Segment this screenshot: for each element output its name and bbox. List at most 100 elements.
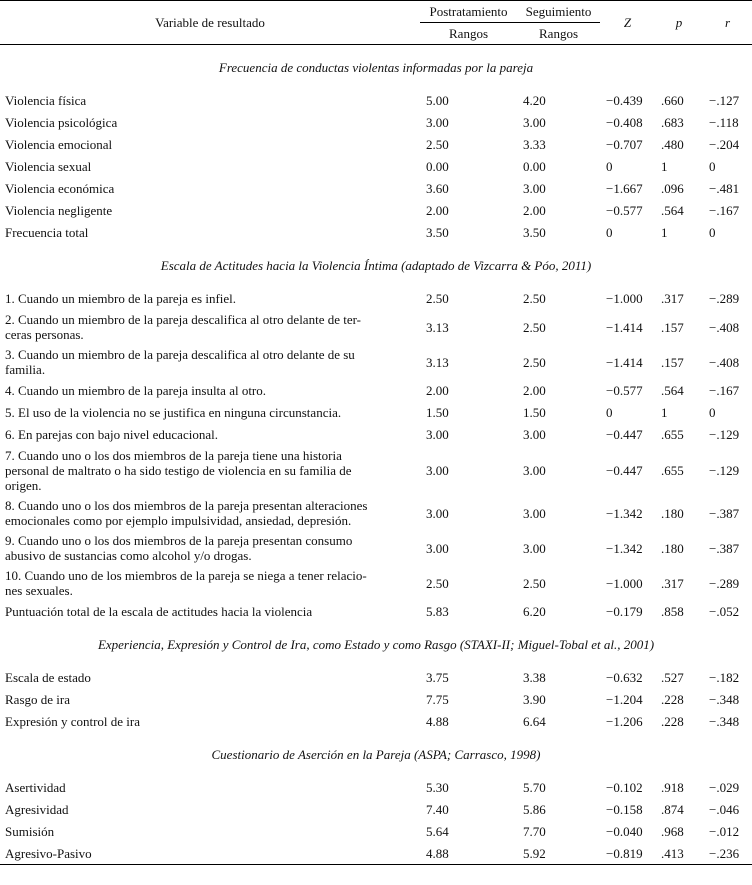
value-cell: 5.00 bbox=[426, 93, 449, 108]
value-cell: 3.13 bbox=[426, 319, 449, 335]
row-label: Violencia sexual bbox=[0, 155, 420, 177]
label-line: abusivo de sustancias como alcohol y/o d… bbox=[5, 548, 252, 563]
label-line: 7. Cuando uno o los dos miembros de la p… bbox=[5, 448, 342, 463]
label-line: 10. Cuando uno de los miembros de la par… bbox=[5, 568, 367, 583]
value-cell: 2.00 bbox=[523, 383, 546, 398]
value-cell: .228 bbox=[661, 692, 684, 707]
value-cell: −.167 bbox=[709, 203, 740, 218]
section-row: Escala de Actitudes hacia la Violencia Í… bbox=[0, 243, 752, 287]
row-label: Sumisión bbox=[0, 820, 420, 842]
row-label: 10. Cuando uno de los miembros de la par… bbox=[0, 565, 420, 600]
value-cell: −0.577 bbox=[606, 383, 643, 398]
value-cell: 6.20 bbox=[523, 604, 546, 619]
value-cell: −.481 bbox=[709, 181, 740, 196]
value-cell: .157 bbox=[661, 319, 684, 335]
value-cell: −0.819 bbox=[600, 842, 655, 865]
label-line: familia. bbox=[5, 362, 46, 377]
label-line: 5. El uso de la violencia no se justific… bbox=[5, 405, 342, 420]
value-cell: −0.707 bbox=[606, 137, 643, 152]
value-cell: 1.50 bbox=[426, 405, 449, 420]
value-cell: 2.50 bbox=[523, 354, 546, 370]
section-title: Cuestionario de Aserción en la Pareja (A… bbox=[211, 747, 541, 762]
value-cell: 0.00 bbox=[426, 159, 449, 174]
section-title: Escala de Actitudes hacia la Violencia Í… bbox=[160, 258, 592, 273]
value-cell: −.348 bbox=[709, 692, 740, 707]
value-cell: .655 bbox=[661, 427, 684, 442]
value-cell: −.387 bbox=[709, 540, 740, 556]
data-row: 7. Cuando uno o los dos miembros de la p… bbox=[0, 445, 752, 495]
value-cell: .527 bbox=[661, 670, 684, 685]
results-table: Variable de resultado Postratamiento Seg… bbox=[0, 0, 752, 865]
label-line: Frecuencia total bbox=[5, 225, 89, 240]
value-cell: −.236 bbox=[703, 842, 752, 865]
value-cell: 3.00 bbox=[523, 181, 546, 196]
value-cell: 0 bbox=[709, 225, 716, 240]
row-label: Escala de estado bbox=[0, 666, 420, 688]
value-cell: 3.00 bbox=[523, 463, 546, 478]
value-cell: .564 bbox=[661, 383, 684, 398]
label-line: ceras personas. bbox=[5, 327, 84, 342]
value-cell: −.118 bbox=[709, 115, 739, 130]
label-line: Sumisión bbox=[5, 824, 55, 839]
row-label: Violencia física bbox=[0, 89, 420, 111]
value-cell: −0.447 bbox=[606, 463, 643, 478]
data-row: Asertividad 5.30 5.70 −0.102 .918 −.029 bbox=[0, 776, 752, 798]
value-cell: .480 bbox=[661, 137, 684, 152]
value-cell: −0.408 bbox=[606, 115, 643, 130]
value-cell: −1.342 bbox=[606, 540, 643, 556]
data-row: 4. Cuando un miembro de la pareja insult… bbox=[0, 379, 752, 401]
value-cell: −1.414 bbox=[606, 354, 643, 370]
value-cell: −0.632 bbox=[606, 670, 643, 685]
value-cell: −.348 bbox=[709, 714, 740, 729]
value-cell: .858 bbox=[661, 604, 684, 619]
value-cell: 6.64 bbox=[523, 714, 546, 729]
value-cell: 3.60 bbox=[426, 181, 449, 196]
row-label: 1. Cuando un miembro de la pareja es inf… bbox=[0, 287, 420, 309]
value-cell: .968 bbox=[661, 824, 684, 839]
value-cell: −.046 bbox=[709, 802, 740, 817]
header-row: Variable de resultado Postratamiento Seg… bbox=[0, 0, 752, 45]
value-cell: 2.50 bbox=[523, 575, 546, 591]
value-cell: −.408 bbox=[709, 354, 740, 370]
value-cell: 7.40 bbox=[426, 802, 449, 817]
data-row: 1. Cuando un miembro de la pareja es inf… bbox=[0, 287, 752, 309]
value-cell: −1.206 bbox=[606, 714, 643, 729]
value-cell: −.182 bbox=[709, 670, 740, 685]
value-cell: 5.64 bbox=[426, 824, 449, 839]
value-cell: −.129 bbox=[709, 463, 740, 478]
row-label: 9. Cuando uno o los dos miembros de la p… bbox=[0, 530, 420, 565]
data-row: 3. Cuando un miembro de la pareja descal… bbox=[0, 344, 752, 379]
value-cell: −.129 bbox=[709, 427, 740, 442]
value-cell: 2.50 bbox=[426, 137, 449, 152]
label-line: 1. Cuando un miembro de la pareja es inf… bbox=[5, 291, 237, 306]
value-cell: .096 bbox=[661, 181, 684, 196]
value-cell: −1.000 bbox=[606, 291, 643, 306]
row-label: Expresión y control de ira bbox=[0, 710, 420, 732]
value-cell: 3.90 bbox=[523, 692, 546, 707]
header-cell: Rangos bbox=[517, 22, 600, 45]
data-row: Violencia negligente 2.00 2.00 −0.577 .564 −.… bbox=[0, 199, 752, 221]
label-line: 4. Cuando un miembro de la pareja insult… bbox=[5, 383, 267, 398]
value-cell: .660 bbox=[661, 93, 684, 108]
value-cell: −.012 bbox=[709, 824, 740, 839]
table-body: Frecuencia de conductas violentas inform… bbox=[0, 45, 752, 865]
label-line: Violencia económica bbox=[5, 181, 115, 196]
label-line: 3. Cuando un miembro de la pareja descal… bbox=[5, 347, 355, 362]
value-cell: −0.447 bbox=[606, 427, 643, 442]
value-cell: 1 bbox=[661, 225, 668, 240]
value-cell: 3.33 bbox=[523, 137, 546, 152]
value-cell: .317 bbox=[661, 575, 684, 591]
header-cell: r bbox=[703, 0, 752, 45]
value-cell: 7.70 bbox=[523, 824, 546, 839]
label-line: Puntuación total de la escala de actitud… bbox=[5, 604, 313, 619]
value-cell: .317 bbox=[661, 291, 684, 306]
value-cell: .157 bbox=[661, 354, 684, 370]
data-row: Frecuencia total 3.50 3.50 0 1 0 bbox=[0, 221, 752, 243]
value-cell: 2.50 bbox=[523, 319, 546, 335]
value-cell: −.204 bbox=[709, 137, 740, 152]
data-row: Violencia económica 3.60 3.00 −1.667 .096 −.4… bbox=[0, 177, 752, 199]
value-cell: 5.92 bbox=[517, 842, 600, 865]
value-cell: −1.414 bbox=[606, 319, 643, 335]
value-cell: 3.75 bbox=[426, 670, 449, 685]
